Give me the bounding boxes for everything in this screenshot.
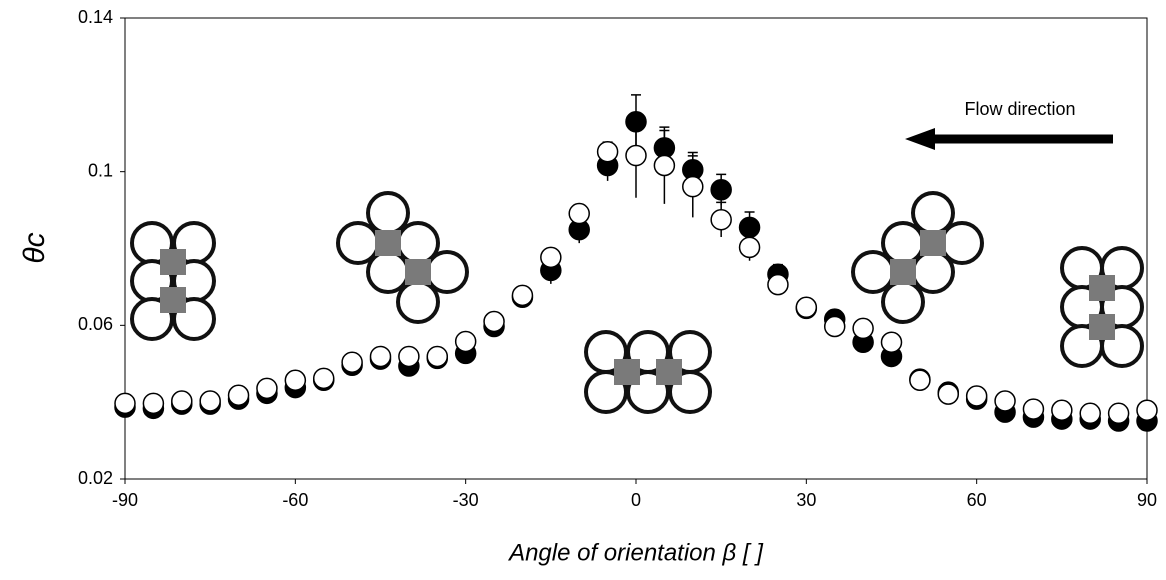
data-point: [256, 377, 278, 400]
data-point: [398, 345, 420, 368]
data-point: [823, 315, 846, 338]
data-point: [511, 284, 534, 307]
data-point: [142, 392, 165, 415]
data-point: [199, 390, 221, 412]
inset-diagrams: [130, 128, 1144, 414]
x-tick-label: -60: [282, 490, 308, 510]
data-point: [596, 140, 619, 163]
arrangement-vertical-left: [130, 221, 216, 341]
data-point: [1107, 402, 1130, 425]
data-point: [454, 330, 477, 353]
y-tick-label: 0.02: [78, 468, 113, 488]
data-point: [710, 208, 732, 231]
flow-arrow-head: [905, 128, 935, 150]
annotation: Flow direction: [964, 99, 1075, 119]
data-point: [1136, 399, 1158, 421]
arrangement-horizontal: [584, 330, 712, 414]
data-point: [710, 178, 732, 201]
data-point: [426, 345, 449, 368]
data-point: [171, 390, 193, 412]
data-point: [625, 144, 647, 167]
data-point: [682, 175, 704, 198]
x-tick-label: -30: [453, 490, 479, 510]
data-point: [653, 154, 676, 177]
data-point: [312, 367, 335, 390]
x-tick-label: 60: [967, 490, 987, 510]
data-point: [483, 310, 505, 333]
data-point: [540, 246, 562, 269]
arrangement-vertical-right: [1060, 246, 1144, 368]
data-point: [965, 385, 988, 407]
data-point: [738, 236, 761, 259]
arrangement-diagonal-left: [336, 191, 469, 324]
y-tick-label: 0.06: [78, 314, 113, 334]
data-point: [114, 392, 136, 415]
data-point: [880, 331, 903, 353]
x-tick-label: 90: [1137, 490, 1157, 510]
data-point: [1079, 402, 1101, 425]
data-point: [284, 369, 307, 392]
data-point: [341, 351, 363, 373]
data-point: [994, 390, 1016, 412]
data-point: [227, 384, 250, 407]
data-point: [937, 383, 960, 405]
x-axis-title: Angle of orientation β [ ]: [507, 539, 764, 566]
data-point: [369, 345, 392, 368]
data-point: [1022, 398, 1045, 420]
x-tick-label: 0: [631, 490, 641, 510]
data-point: [767, 273, 789, 296]
data-point: [1051, 399, 1073, 421]
data-point: [568, 202, 590, 225]
y-tick-label: 0.14: [78, 7, 113, 27]
data-point: [852, 317, 874, 340]
data-point: [909, 369, 931, 392]
y-tick-label: 0.1: [88, 160, 113, 180]
y-axis-title: θc: [18, 232, 51, 263]
data-point: [795, 296, 818, 319]
arrangement-diagonal-right: [851, 191, 984, 324]
x-tick-label: 30: [796, 490, 816, 510]
x-tick-label: -90: [112, 490, 138, 510]
